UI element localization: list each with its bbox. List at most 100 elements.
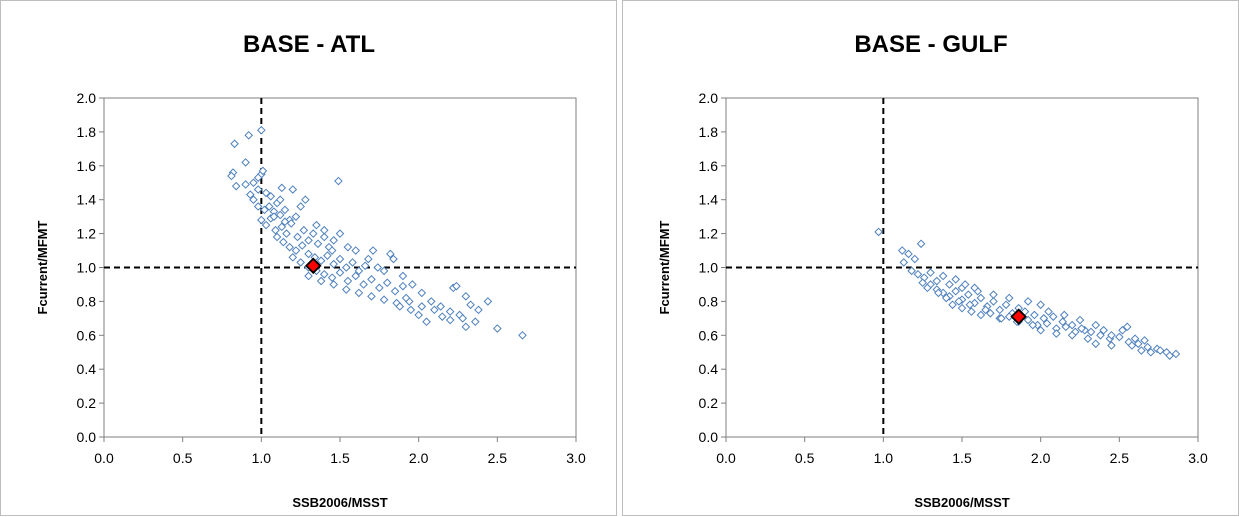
y-tick-label: 0.4	[77, 361, 97, 377]
x-tick-label: 2.5	[488, 450, 508, 466]
chart-panel-atl: BASE - ATL 0.0 0.5 1.0 1.5 2.0 2.5 3.0 0.0 0.2 0.4…	[0, 0, 617, 516]
y-tick-label: 0.8	[699, 293, 719, 309]
data-point	[257, 215, 266, 225]
data-point	[1075, 315, 1085, 325]
data-point	[367, 292, 376, 301]
data-point	[231, 181, 241, 191]
data-point	[897, 246, 907, 255]
y-tick-label: 0.8	[77, 293, 97, 309]
data-point	[382, 278, 392, 288]
data-point	[1118, 325, 1127, 335]
data-point	[304, 249, 313, 259]
x-tick-label: 0.5	[795, 450, 815, 466]
data-point	[319, 269, 329, 279]
data-point	[426, 297, 436, 306]
data-point	[351, 246, 361, 255]
data-point	[417, 288, 427, 298]
data-point	[272, 232, 282, 242]
y-tick-label: 1.6	[699, 158, 719, 174]
chart-title: BASE - GULF	[854, 31, 1007, 58]
data-point	[296, 258, 305, 267]
data-point	[967, 307, 976, 316]
data-point	[1146, 347, 1156, 357]
data-point	[291, 212, 301, 221]
data-point	[301, 195, 310, 205]
data-point	[280, 205, 290, 215]
data-point	[474, 305, 483, 315]
data-point	[461, 292, 471, 301]
data-point	[288, 185, 298, 194]
x-tick-label: 1.0	[874, 450, 894, 466]
data-point	[249, 178, 258, 188]
data-point	[360, 261, 370, 271]
data-point	[264, 202, 274, 211]
data-point	[483, 297, 493, 306]
data-point	[918, 278, 927, 288]
chart-title: BASE - ATL	[243, 31, 375, 58]
x-tick-label: 0.5	[173, 450, 193, 466]
chart-panel-gulf: BASE - GULF 0.0 0.5 1.0 1.5 2.0 2.5 3.0 0.0 0.2 0.…	[622, 0, 1239, 516]
data-point	[261, 220, 271, 230]
data-point	[323, 251, 332, 260]
data-point	[466, 300, 475, 310]
x-tick-label: 2.0	[1031, 450, 1051, 466]
data-point	[304, 271, 313, 281]
data-point	[1137, 346, 1146, 355]
data-point	[277, 222, 287, 232]
y-tick-label: 0.4	[699, 361, 719, 377]
scatter-chart-gulf: BASE - GULF 0.0 0.5 1.0 1.5 2.0 2.5 3.0 0.0 0.2 0.…	[657, 31, 1208, 510]
data-point	[926, 268, 935, 277]
data-point	[445, 315, 455, 325]
y-tick-label: 1.2	[699, 226, 719, 242]
data-point	[1107, 341, 1116, 350]
data-point	[493, 324, 502, 333]
data-point	[430, 305, 439, 315]
data-point	[277, 183, 287, 193]
y-tick-label: 1.6	[77, 158, 97, 174]
data-point	[1143, 342, 1152, 352]
data-point	[981, 305, 990, 315]
data-point	[319, 225, 329, 235]
data-point	[401, 293, 411, 303]
data-point	[334, 176, 343, 186]
data-point	[329, 280, 339, 289]
data-point	[1036, 300, 1045, 310]
data-point	[379, 266, 389, 276]
y-tick-label: 1.4	[77, 192, 97, 208]
data-point	[1059, 310, 1069, 320]
y-tick-label: 1.8	[77, 124, 97, 140]
data-point	[386, 249, 395, 259]
y-tick-label: 1.4	[699, 192, 719, 208]
data-point	[230, 139, 239, 149]
data-point	[1023, 315, 1033, 325]
data-point	[1155, 346, 1165, 355]
data-point	[436, 302, 446, 311]
data-point	[422, 317, 431, 327]
data-point	[373, 263, 383, 272]
data-point	[470, 317, 480, 327]
x-tick-label: 1.5	[952, 450, 972, 466]
data-point	[304, 236, 313, 245]
data-point	[398, 281, 408, 291]
data-point	[518, 330, 527, 340]
data-point	[1044, 307, 1053, 316]
data-point	[951, 275, 961, 284]
data-point	[437, 312, 447, 321]
data-point	[335, 229, 345, 238]
data-point	[343, 276, 353, 286]
data-point	[976, 310, 986, 320]
data-point	[948, 300, 957, 310]
x-tick-label: 0.0	[94, 450, 114, 466]
data-point	[390, 286, 400, 296]
data-point	[375, 283, 384, 293]
data-point	[965, 300, 975, 310]
x-tick-label: 2.0	[409, 450, 429, 466]
data-point	[1091, 339, 1101, 349]
data-point	[312, 220, 321, 230]
data-point	[1042, 319, 1052, 328]
data-point	[253, 202, 263, 211]
data-point	[253, 173, 263, 182]
data-point	[351, 271, 361, 281]
y-tick-label: 2.0	[77, 90, 97, 106]
data-point	[995, 305, 1005, 315]
